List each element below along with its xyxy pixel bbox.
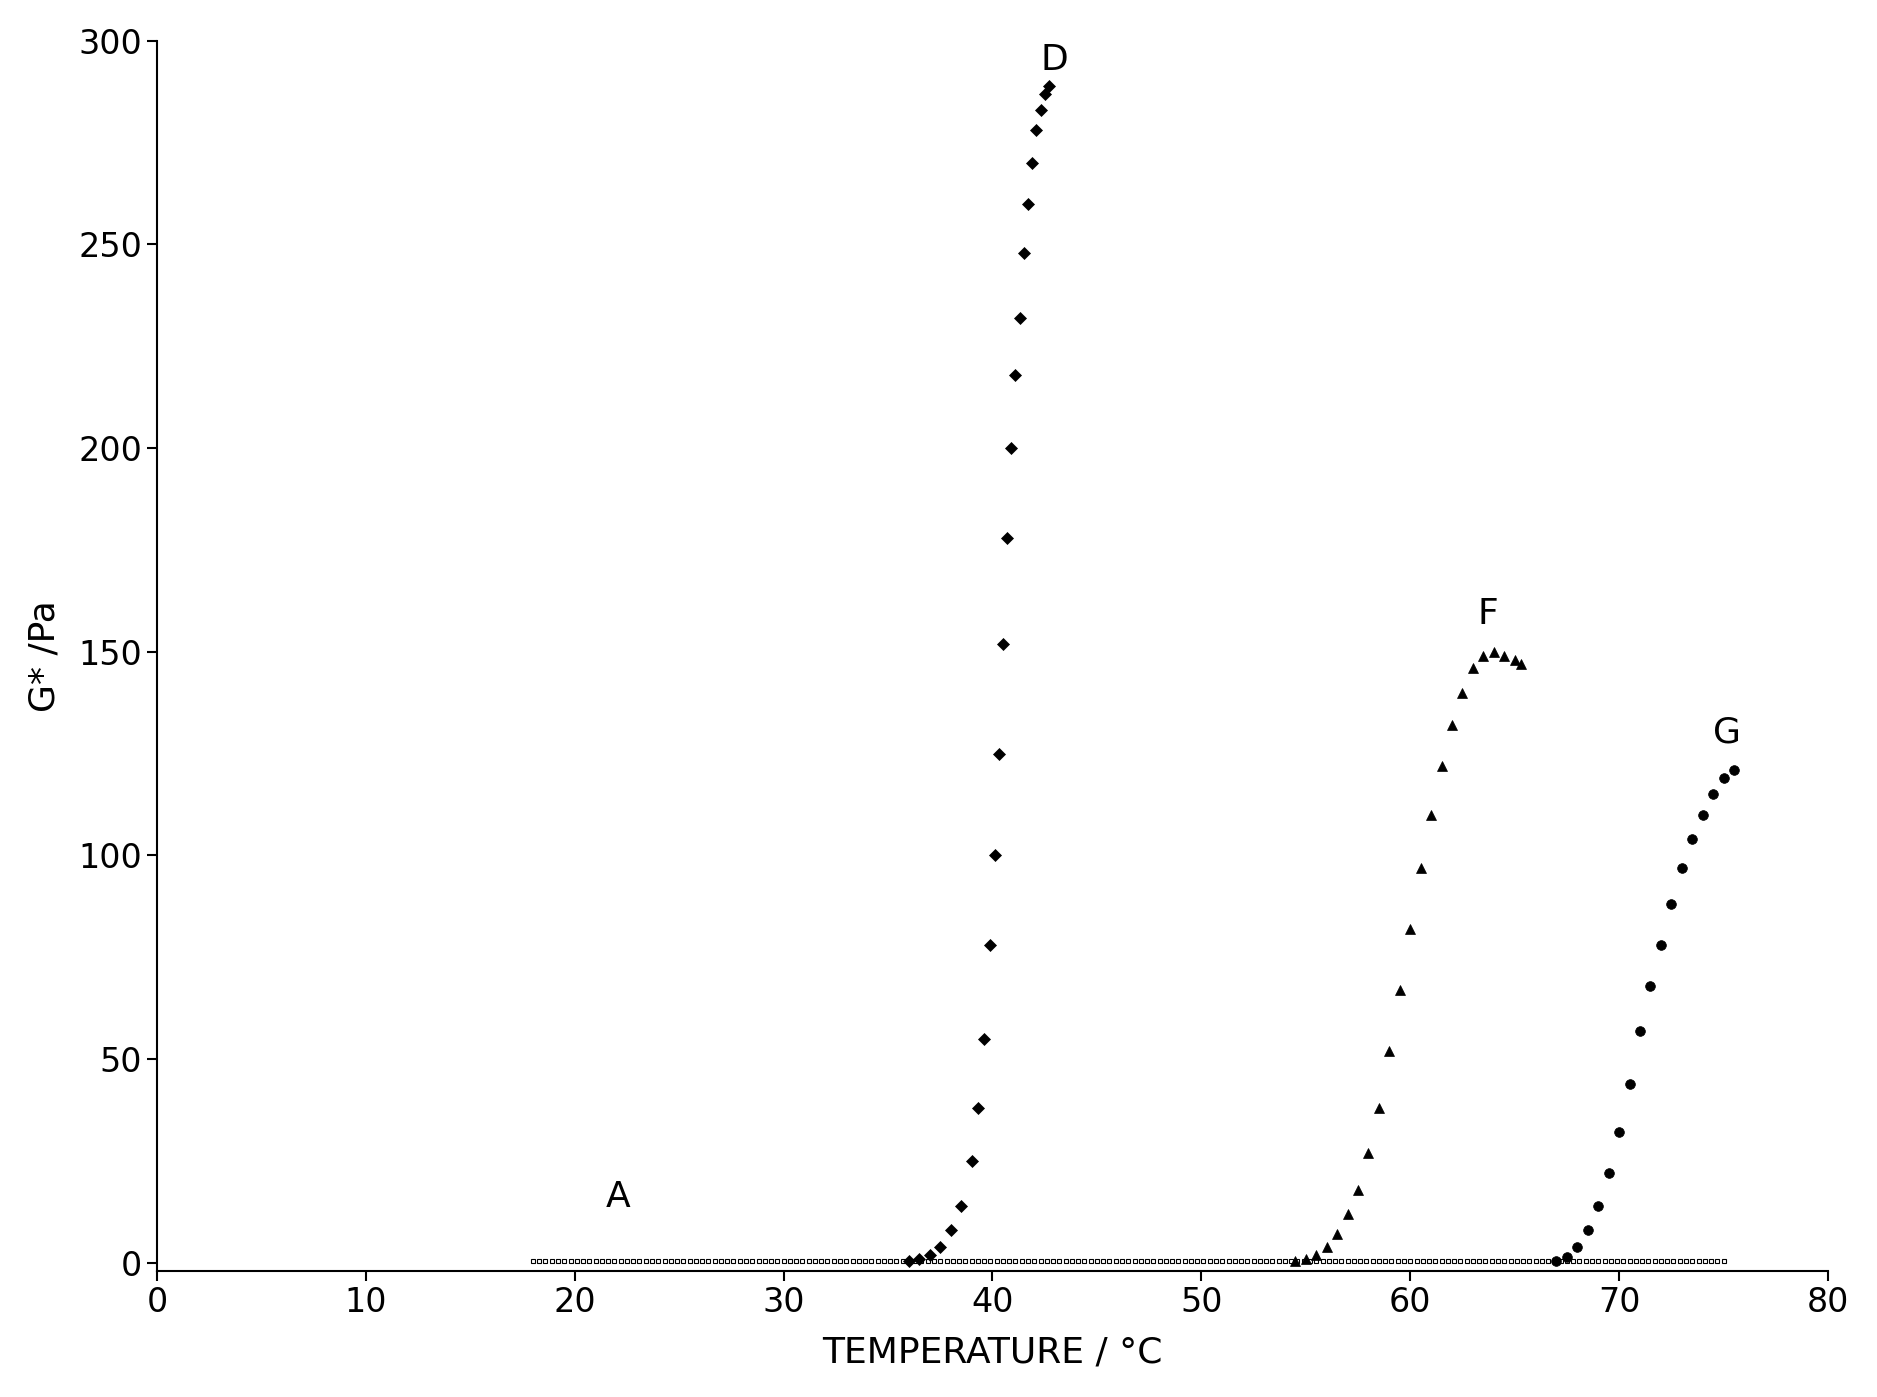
- Text: G: G: [1714, 715, 1742, 750]
- Y-axis label: G* /Pa: G* /Pa: [28, 599, 62, 711]
- Text: A: A: [606, 1180, 631, 1214]
- Text: D: D: [1040, 43, 1068, 77]
- X-axis label: TEMPERATURE / °C: TEMPERATURE / °C: [822, 1336, 1162, 1369]
- Text: F: F: [1477, 598, 1498, 631]
